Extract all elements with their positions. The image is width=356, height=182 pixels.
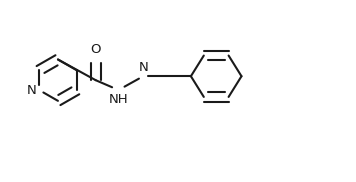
Text: O: O (90, 43, 101, 56)
Text: N: N (138, 61, 148, 74)
Text: NH: NH (109, 93, 128, 106)
Text: N: N (26, 84, 36, 96)
